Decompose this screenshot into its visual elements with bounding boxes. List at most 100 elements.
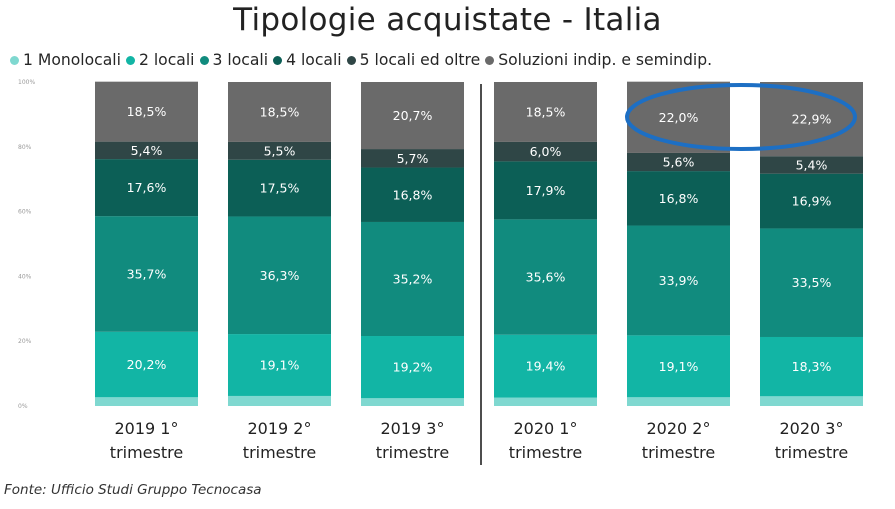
data-label: 20,7% <box>393 108 433 123</box>
legend-item: 5 locali ed oltre <box>346 51 481 69</box>
bar-segment <box>95 81 198 142</box>
bar-segment <box>760 173 863 229</box>
legend-marker <box>485 55 495 65</box>
x-tick-label: 2019 3° <box>381 419 445 438</box>
bar-segment <box>760 336 863 397</box>
bar-segment <box>627 81 730 153</box>
x-tick-label: 2020 1° <box>514 419 578 438</box>
y-tick-label: 40% <box>18 273 32 280</box>
bar-segment <box>627 397 730 406</box>
bar-segment <box>95 331 198 398</box>
data-label: 5,6% <box>663 155 695 170</box>
data-label: 33,5% <box>792 275 832 290</box>
bar-segment <box>627 152 730 172</box>
bar-segment <box>361 149 464 168</box>
data-label: 5,4% <box>131 143 163 158</box>
x-tick-label: trimestre <box>509 443 582 462</box>
bar-segment <box>494 141 597 162</box>
legend-item: 2 locali <box>125 51 195 69</box>
bar-segment <box>760 396 863 406</box>
y-tick-label: 20% <box>18 338 32 345</box>
bar-segment <box>361 221 464 337</box>
legend-item: 3 locali <box>199 51 269 69</box>
bar-segment <box>494 219 597 335</box>
legend-item: Soluzioni indip. e semindip. <box>485 51 712 69</box>
data-label: 19,4% <box>526 359 566 374</box>
bar-segment <box>627 171 730 226</box>
bar-segment <box>361 398 464 406</box>
data-label: 22,0% <box>659 110 699 125</box>
legend-marker <box>199 55 209 65</box>
bar-segment <box>494 334 597 398</box>
data-label: 19,1% <box>260 358 300 373</box>
bar-segment <box>627 225 730 336</box>
data-label: 20,2% <box>127 357 167 372</box>
bar-segment <box>361 336 464 399</box>
x-tick-label: 2019 2° <box>248 419 312 438</box>
data-label: 35,6% <box>526 270 566 285</box>
bar-segment <box>627 335 730 398</box>
data-label: 18,5% <box>526 104 566 119</box>
data-label: 17,6% <box>127 180 167 195</box>
data-label: 5,7% <box>397 151 429 166</box>
x-tick-label: 2020 2° <box>647 419 711 438</box>
legend-item: 4 locali <box>273 51 342 69</box>
bar-segment <box>228 216 331 335</box>
bar-segment <box>228 159 331 217</box>
data-label: 16,8% <box>659 191 699 206</box>
data-label: 18,5% <box>127 104 167 119</box>
data-label: 5,5% <box>264 143 296 158</box>
y-tick-label: 0% <box>18 403 28 410</box>
x-tick-label: trimestre <box>243 443 316 462</box>
bar-segment <box>494 397 597 406</box>
bar-segment <box>228 334 331 396</box>
legend-label: 4 locali <box>286 51 342 69</box>
data-label: 5,4% <box>796 157 828 172</box>
x-tick-label: trimestre <box>110 443 183 462</box>
source-note: Fonte: Ufficio Studi Gruppo Tecnocasa <box>4 482 262 498</box>
legend-marker <box>10 55 19 65</box>
chart-title: Tipologie acquistate - Italia <box>233 2 662 38</box>
bar-segment <box>95 141 198 160</box>
data-label: 18,5% <box>260 104 300 119</box>
y-tick-label: 100% <box>18 79 35 86</box>
data-label: 16,9% <box>792 194 832 209</box>
chart-legend: 1 Monolocali 2 locali 3 locali 4 locali 5 lo… <box>10 49 895 71</box>
y-tick-label: 60% <box>18 209 32 216</box>
bar-segment <box>760 156 863 174</box>
legend-marker <box>273 55 283 65</box>
x-tick-label: trimestre <box>775 443 848 462</box>
highlight-ellipse <box>625 83 857 151</box>
legend-item: 1 Monolocali <box>10 51 121 69</box>
data-label: 19,2% <box>393 360 433 375</box>
data-label: 17,5% <box>260 181 300 196</box>
legend-label: 1 Monolocali <box>23 51 121 69</box>
bar-segment <box>95 159 198 217</box>
bar-segment <box>760 228 863 337</box>
bar-segment <box>228 395 331 406</box>
bar-segment <box>361 167 464 222</box>
data-label: 35,7% <box>127 266 167 281</box>
data-label: 6,0% <box>530 144 562 159</box>
data-label: 35,2% <box>393 271 433 286</box>
x-tick-label: 2019 1° <box>115 419 179 438</box>
stacked-bar-plot: 0% 20% 40% 60% 80% 100% 20,2% 35,7% 17,6% 5,4% 18,… <box>18 79 863 465</box>
bar-segment <box>95 397 198 406</box>
bar-segment <box>228 82 331 142</box>
legend-label: 3 locali <box>212 51 269 69</box>
data-label: 36,3% <box>260 268 300 283</box>
bar-segment <box>494 82 597 142</box>
x-tick-label: trimestre <box>376 443 449 462</box>
bar-segment <box>95 216 198 332</box>
x-tick-label: 2020 3° <box>780 419 844 438</box>
data-label: 17,9% <box>526 183 566 198</box>
y-tick-label: 80% <box>18 144 32 151</box>
data-label: 16,8% <box>393 187 433 202</box>
bar-segment <box>361 82 464 150</box>
legend-label: Soluzioni indip. e semindip. <box>498 51 713 69</box>
data-label: 18,3% <box>792 359 832 374</box>
bar-segment <box>494 161 597 220</box>
legend-label: 5 locali ed oltre <box>359 51 481 69</box>
data-label: 33,9% <box>659 273 699 288</box>
x-tick-label: trimestre <box>642 443 715 462</box>
